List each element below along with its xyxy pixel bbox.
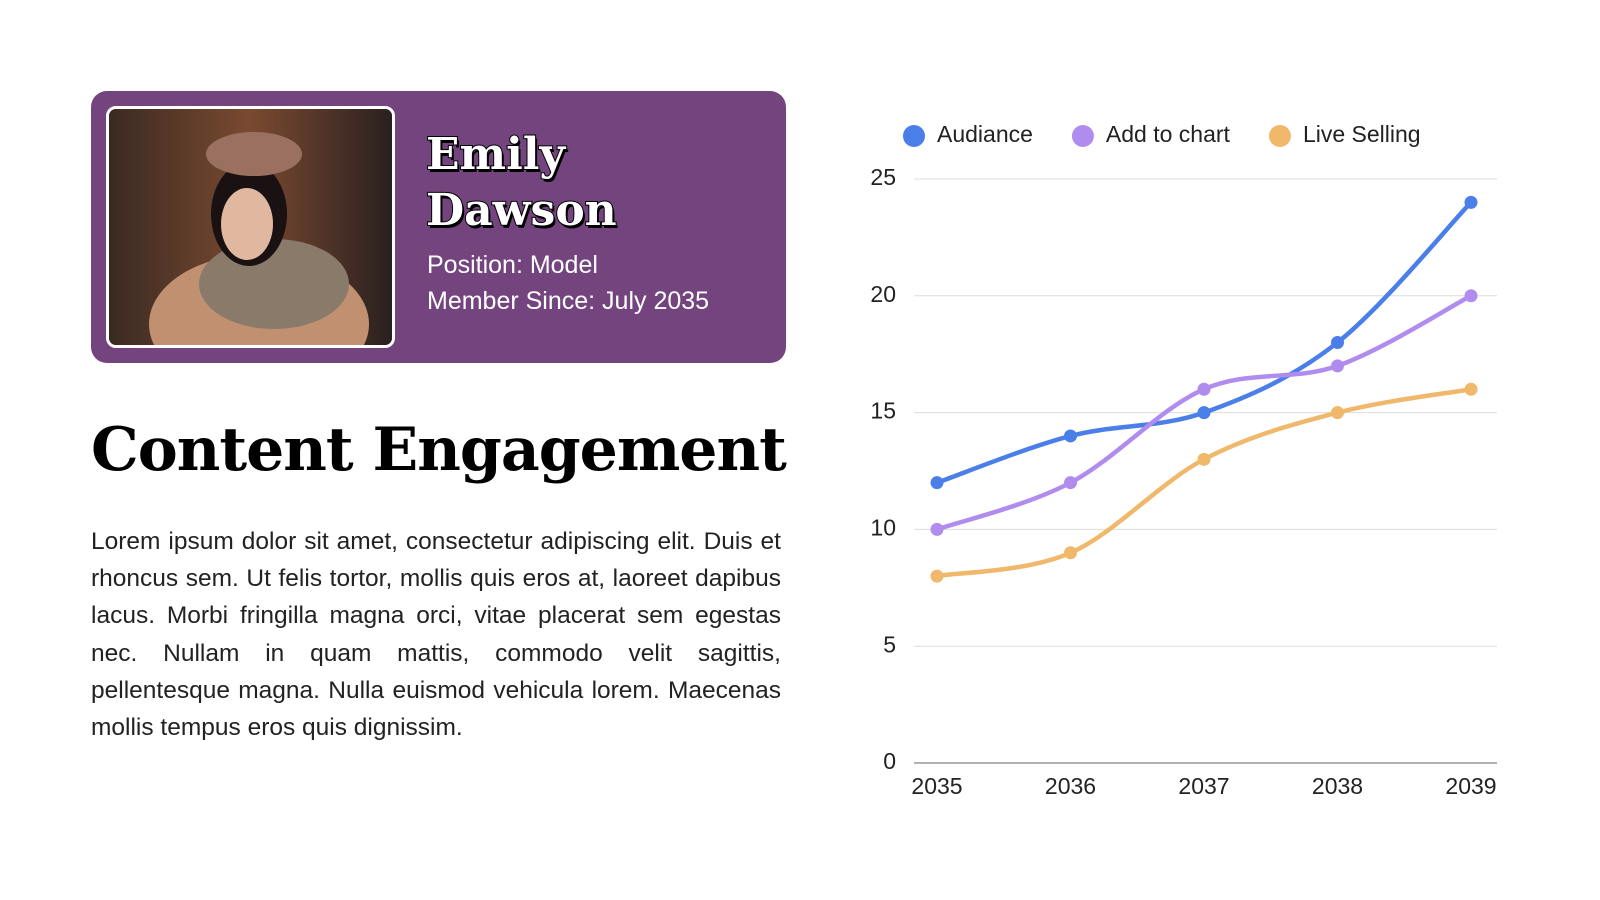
data-point xyxy=(1064,476,1077,490)
legend-label: Audiance xyxy=(937,121,1033,147)
data-point xyxy=(1464,382,1478,396)
x-tick-label: 2036 xyxy=(1045,773,1096,799)
legend-marker xyxy=(903,125,925,147)
data-point xyxy=(1331,359,1344,373)
data-point xyxy=(1464,289,1478,303)
legend-marker xyxy=(1071,125,1094,147)
photo-art xyxy=(109,109,392,345)
legend-label: Live Selling xyxy=(1303,121,1421,147)
data-point xyxy=(1197,406,1211,420)
profile-name: Emily Dawson xyxy=(425,128,618,237)
data-point xyxy=(1064,546,1077,560)
y-tick-label: 25 xyxy=(870,164,896,190)
y-tick-label: 20 xyxy=(870,281,896,307)
legend-label: Add to chart xyxy=(1106,121,1231,147)
body-text: Lorem ipsum dolor sit amet, consectetur … xyxy=(91,528,781,742)
y-tick-label: 5 xyxy=(883,631,896,657)
y-tick-label: 0 xyxy=(883,748,896,774)
y-tick-label: 15 xyxy=(870,398,896,424)
data-point xyxy=(930,569,944,583)
profile-card: Emily Dawson Position: Model Member Sinc… xyxy=(91,91,786,363)
x-tick-label: 2037 xyxy=(1178,773,1229,799)
section-heading: Content Engagement xyxy=(91,415,787,485)
data-point xyxy=(1197,382,1211,396)
profile-photo xyxy=(106,106,395,348)
legend-marker xyxy=(1268,125,1291,147)
data-point xyxy=(1331,336,1344,350)
data-point xyxy=(930,476,944,490)
profile-member-since: Member Since: July 2035 xyxy=(427,287,710,315)
x-tick-label: 2035 xyxy=(911,773,962,799)
data-point xyxy=(1064,429,1077,443)
x-tick-label: 2038 xyxy=(1312,773,1363,799)
x-tick-label: 2039 xyxy=(1445,773,1496,799)
data-point xyxy=(1464,195,1478,209)
y-tick-label: 10 xyxy=(870,514,896,540)
data-point xyxy=(1197,452,1211,466)
data-point xyxy=(930,522,944,536)
data-point xyxy=(1331,406,1344,420)
profile-position: Position: Model xyxy=(427,251,598,279)
